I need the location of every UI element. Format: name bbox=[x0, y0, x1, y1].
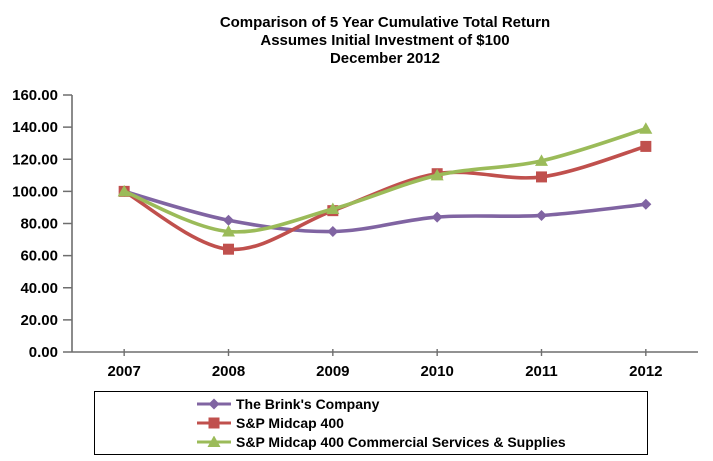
series-line bbox=[123, 144, 647, 252]
diamond-glyph bbox=[208, 398, 220, 409]
square-glyph bbox=[208, 417, 220, 428]
legend-item-brinks: The Brink's Company bbox=[197, 394, 647, 413]
data-point-marker bbox=[536, 209, 547, 221]
data-point-marker bbox=[536, 171, 547, 183]
data-point-marker bbox=[640, 140, 652, 152]
square-marker-icon bbox=[197, 417, 231, 428]
legend: The Brink's Company S&P Midcap 400 S&P M… bbox=[94, 391, 648, 455]
legend-label-brinks: The Brink's Company bbox=[236, 395, 380, 412]
data-point-marker bbox=[117, 184, 131, 197]
chart-subtitle-date: December 2012 bbox=[329, 50, 441, 67]
y-axis-tick-label: 20.00 bbox=[20, 312, 58, 329]
triangle-glyph bbox=[207, 435, 221, 447]
x-axis-tick-label: 2008 bbox=[212, 363, 245, 380]
x-axis-tick-label: 2007 bbox=[107, 363, 140, 380]
x-axis-tick-label: 2012 bbox=[629, 363, 662, 380]
y-axis-tick-label: 0.00 bbox=[29, 344, 58, 361]
chart-subtitle-investment: Assumes Initial Investment of $100 bbox=[260, 32, 510, 49]
y-axis-tick-label: 40.00 bbox=[20, 280, 58, 297]
x-axis-tick-label: 2010 bbox=[420, 363, 453, 380]
chart-title: Comparison of 5 Year Cumulative Total Re… bbox=[219, 14, 551, 31]
y-axis-tick-label: 160.00 bbox=[12, 87, 58, 104]
plot-area: 0.00 20.00 40.00 60.00 80.00 100.00 120.00 140.… bbox=[12, 87, 698, 380]
x-axis-tick-label: 2009 bbox=[316, 363, 349, 380]
data-point-marker bbox=[326, 202, 340, 215]
diamond-marker-icon bbox=[197, 398, 231, 409]
data-point-marker bbox=[431, 211, 443, 223]
series-line bbox=[123, 189, 647, 234]
data-point-marker bbox=[639, 122, 653, 134]
x-axis-tick-label: 2011 bbox=[525, 363, 558, 380]
data-point-marker bbox=[430, 168, 444, 181]
y-axis-tick-label: 100.00 bbox=[12, 183, 58, 200]
data-point-marker bbox=[327, 226, 339, 238]
triangle-marker-icon bbox=[197, 435, 231, 447]
data-point-marker bbox=[223, 243, 234, 255]
data-point-marker bbox=[222, 225, 235, 237]
legend-item-sp-midcap-400: S&P Midcap 400 bbox=[197, 413, 647, 432]
series-line bbox=[123, 127, 647, 234]
data-point-marker bbox=[535, 154, 548, 166]
legend-label-sp-midcap-400: S&P Midcap 400 bbox=[236, 414, 344, 431]
y-axis-tick-label: 120.00 bbox=[12, 151, 58, 168]
y-axis-tick-label: 80.00 bbox=[20, 216, 58, 233]
chart-title-block: Comparison of 5 Year Cumulative Total Re… bbox=[72, 14, 698, 68]
y-axis-tick-label: 140.00 bbox=[12, 119, 58, 136]
legend-label-sp-midcap-400-commercial: S&P Midcap 400 Commercial Services & Sup… bbox=[236, 433, 566, 450]
data-point-marker bbox=[640, 198, 652, 210]
legend-item-sp-midcap-400-commercial: S&P Midcap 400 Commercial Services & Sup… bbox=[197, 432, 647, 451]
y-axis-tick-label: 60.00 bbox=[20, 248, 58, 265]
data-point-marker bbox=[223, 214, 234, 226]
